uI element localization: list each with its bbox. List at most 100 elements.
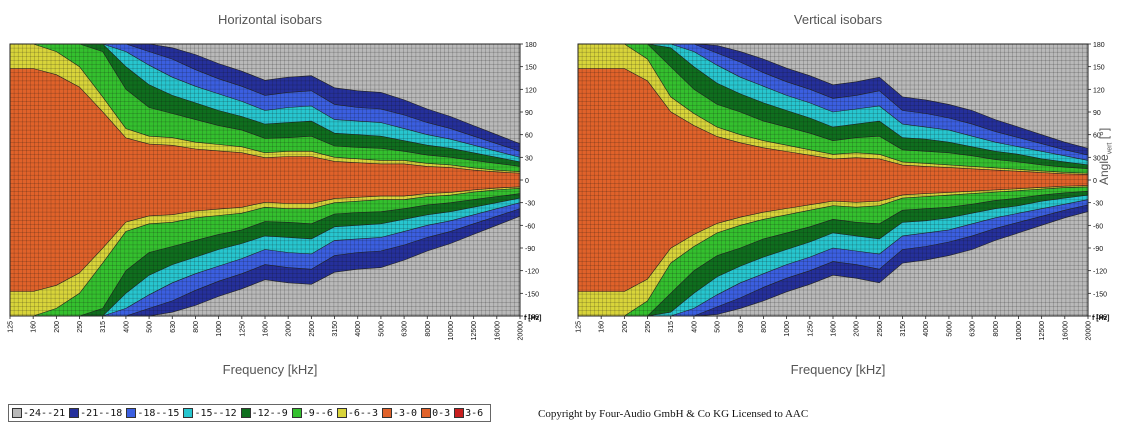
- y-tick-label: -180: [1093, 314, 1107, 321]
- legend-label: -12--9: [251, 407, 288, 419]
- x-tick-label: 400: [123, 321, 130, 333]
- legend-item: -12--9: [240, 407, 288, 419]
- y-tick-label: -150: [525, 291, 539, 298]
- x-tick-label: 2500: [309, 321, 316, 337]
- x-tick-label: 5000: [378, 321, 385, 337]
- y-tick-label: 180: [525, 42, 537, 49]
- y-tick-label: -150: [1093, 291, 1107, 298]
- horizontal-isobar-panel: Horizontal isobars 180 150 120 90 60 30 0 -30 -6…: [0, 0, 570, 385]
- y-tick-label: 60: [1093, 133, 1101, 140]
- color-legend: -24--21 -21--18 -18--15 -15--12 -12--9 -9--6 -…: [8, 404, 492, 422]
- x-tick-label: 1000: [784, 321, 791, 337]
- x-tick-label: 200: [622, 321, 629, 333]
- x-tick-label: 16000: [1062, 321, 1069, 341]
- legend-label: 0-3: [432, 407, 451, 419]
- legend-swatch: [421, 408, 432, 418]
- vertical-isobar-plot: 180 150 120 90 60 30 0 -30 -60 -90 -120 -150 -180 125…: [576, 42, 1110, 341]
- x-tick-label: 1000: [216, 321, 223, 337]
- legend-label: -9--6: [302, 407, 333, 419]
- x-tick-label: 6300: [970, 321, 977, 337]
- x-unit-label: f [Hz]: [524, 315, 542, 322]
- x-tick-label: 20000: [518, 321, 525, 341]
- y-tick-label: 0: [1093, 178, 1097, 185]
- x-tick-label: 2000: [854, 321, 861, 337]
- legend-swatch: [183, 408, 194, 418]
- legend-swatch: [291, 408, 302, 418]
- x-tick-label: 16000: [494, 321, 501, 341]
- x-tick-label: 8000: [425, 321, 432, 337]
- y-tick-label: 150: [525, 65, 537, 72]
- x-tick-label: 8000: [993, 321, 1000, 337]
- x-tick-label: 200: [54, 321, 61, 333]
- copyright-text: Copyright by Four-Audio GmbH & Co KG Lic…: [538, 408, 809, 420]
- y-tick-label: 60: [525, 133, 533, 140]
- legend-swatch: [336, 408, 347, 418]
- x-tick-label: 1250: [239, 321, 246, 337]
- legend-item: -3-0: [381, 408, 417, 419]
- x-tick-label: 12500: [1039, 321, 1046, 341]
- x-tick-label: 160: [31, 321, 38, 333]
- x-tick-label: 12500: [471, 321, 478, 341]
- x-tick-label: 1600: [263, 321, 270, 337]
- x-tick-label: 10000: [1016, 321, 1023, 341]
- chart-title-horizontal: Horizontal isobars: [217, 12, 323, 27]
- legend-swatch: [126, 408, 137, 418]
- legend-item: 3-6: [454, 408, 483, 419]
- grid-lines: [577, 43, 1088, 316]
- x-unit-label: f [Hz]: [1092, 315, 1110, 322]
- chart-title-vertical: Vertical isobars: [793, 12, 883, 27]
- x-tick-label: 4000: [923, 321, 930, 337]
- x-axis-label-horizontal: Frequency [kHz]: [222, 362, 318, 377]
- x-tick-label: 10000: [448, 321, 455, 341]
- legend-label: -18--15: [137, 407, 180, 419]
- y-tick-label: 150: [1093, 65, 1105, 72]
- y-tick-label: 120: [1093, 87, 1105, 94]
- legend-swatch: [240, 408, 251, 418]
- y-tick-label: -90: [525, 246, 535, 253]
- x-tick-label: 1600: [831, 321, 838, 337]
- legend-label: -15--12: [194, 407, 237, 419]
- x-tick-label: 125: [8, 321, 15, 333]
- y-tick-label: -60: [525, 223, 535, 230]
- x-tick-label: 630: [170, 321, 177, 333]
- x-tick-label: 20000: [1086, 321, 1093, 341]
- x-tick-label: 4000: [355, 321, 362, 337]
- x-tick-label: 3150: [332, 321, 339, 337]
- y-tick-label: -60: [1093, 223, 1103, 230]
- legend-swatch: [454, 408, 465, 418]
- y-tick-label: -30: [1093, 201, 1103, 208]
- legend-label: -6--3: [347, 407, 378, 419]
- x-axis-label-vertical: Frequency [kHz]: [790, 362, 886, 377]
- legend-swatch: [381, 408, 392, 418]
- legend-label: -21--18: [80, 407, 123, 419]
- legend-item: 0-3: [421, 408, 450, 419]
- x-tick-label: 500: [147, 321, 154, 333]
- x-tick-label: 500: [715, 321, 722, 333]
- y-tick-label: 0: [525, 178, 529, 185]
- grid-lines: [9, 43, 520, 316]
- legend-item: -18--15: [126, 408, 179, 419]
- x-tick-label: 2000: [286, 321, 293, 337]
- x-tick-label: 5000: [946, 321, 953, 337]
- x-tick-label: 125: [576, 321, 583, 333]
- x-tick-label: 6300: [402, 321, 409, 337]
- x-tick-label: 1250: [807, 321, 814, 337]
- x-tick-label: 160: [599, 321, 606, 333]
- y-tick-label: 120: [525, 87, 537, 94]
- y-tick-label: 90: [525, 110, 533, 117]
- x-tick-label: 250: [645, 321, 652, 333]
- legend-swatch: [12, 408, 22, 418]
- y-tick-label: -90: [1093, 246, 1103, 253]
- y-tick-label: 180: [1093, 42, 1105, 49]
- legend-label: 3-6: [465, 407, 484, 419]
- x-tick-label: 800: [193, 321, 200, 333]
- legend-item: -9--6: [291, 407, 333, 419]
- x-tick-label: 250: [77, 321, 84, 333]
- legend-item: -21--18: [69, 408, 122, 419]
- x-tick-label: 315: [668, 321, 675, 333]
- x-tick-label: 2500: [877, 321, 884, 337]
- y-tick-label: 30: [525, 155, 533, 162]
- legend-item: -15--12: [183, 407, 237, 419]
- legend-item: -24--21: [12, 408, 65, 419]
- y-tick-label: 90: [1093, 110, 1101, 117]
